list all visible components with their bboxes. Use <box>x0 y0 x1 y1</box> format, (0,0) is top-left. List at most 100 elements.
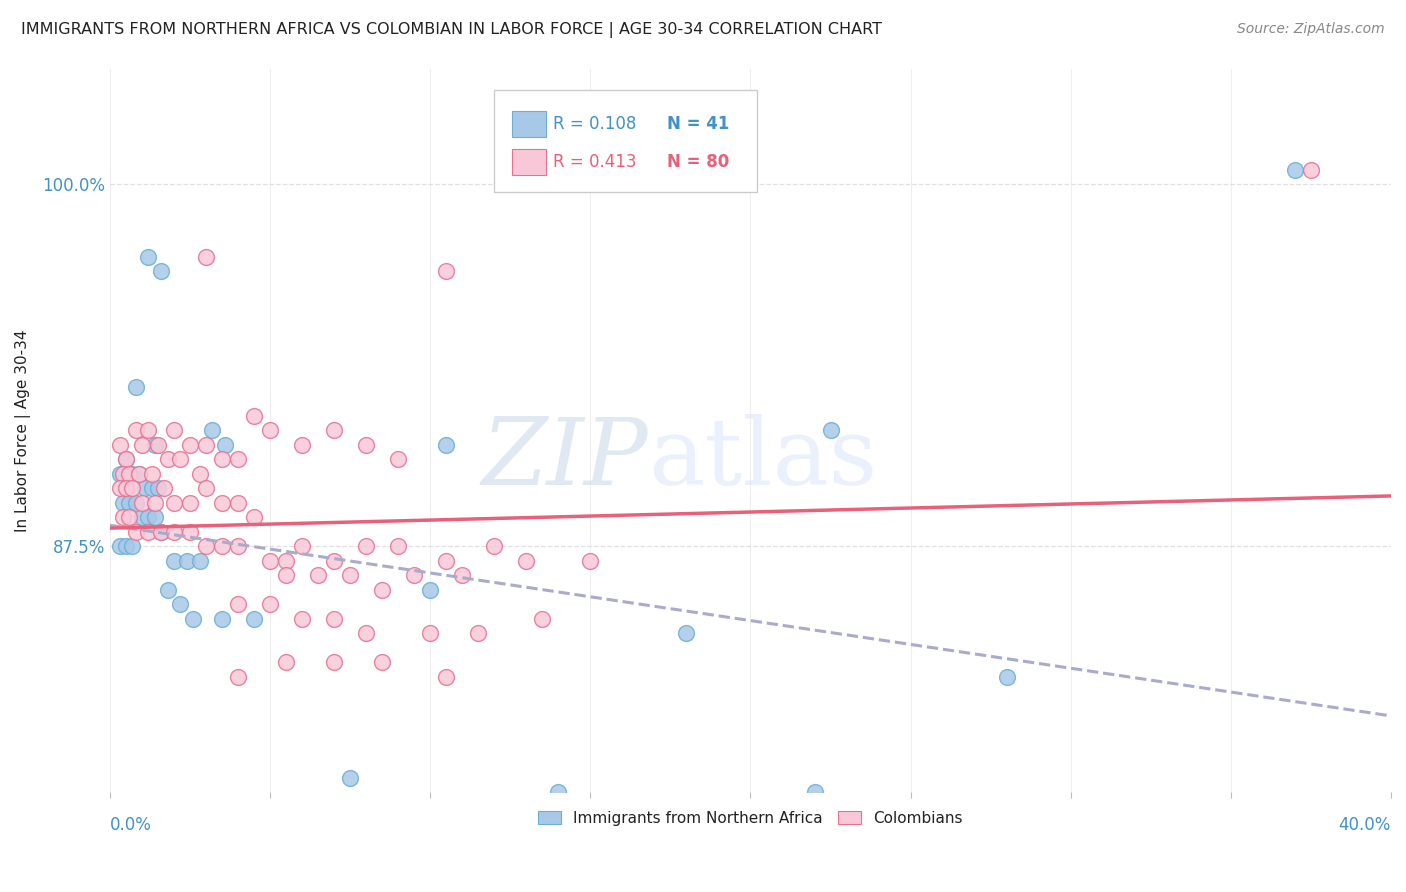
Point <box>150 524 173 539</box>
Point <box>138 424 160 438</box>
Point <box>226 539 249 553</box>
Point <box>111 467 134 481</box>
Point <box>111 510 134 524</box>
Y-axis label: In Labor Force | Age 30-34: In Labor Force | Age 30-34 <box>15 329 31 532</box>
Point <box>121 539 143 553</box>
Point <box>181 612 204 626</box>
Point <box>131 496 153 510</box>
Point <box>124 524 146 539</box>
Point <box>323 424 346 438</box>
Point <box>226 670 249 684</box>
Point <box>995 670 1018 684</box>
Point <box>138 524 160 539</box>
Point <box>404 568 426 582</box>
Point <box>163 524 186 539</box>
Point <box>547 785 569 799</box>
Point <box>131 510 153 524</box>
Point <box>243 612 266 626</box>
Point <box>108 467 131 481</box>
Point <box>163 496 186 510</box>
Point <box>243 510 266 524</box>
Point <box>579 554 602 568</box>
Point <box>291 438 314 452</box>
Point <box>259 597 281 611</box>
Text: atlas: atlas <box>648 415 877 505</box>
Point <box>143 510 166 524</box>
Point <box>339 568 361 582</box>
Point <box>274 554 297 568</box>
Point <box>124 496 146 510</box>
Point <box>434 554 457 568</box>
Point <box>115 482 138 496</box>
Point <box>146 482 169 496</box>
Point <box>211 612 233 626</box>
Point <box>118 496 141 510</box>
Text: N = 80: N = 80 <box>668 153 730 171</box>
Point <box>115 452 138 467</box>
Point <box>259 554 281 568</box>
Point <box>150 264 173 278</box>
Point <box>307 568 329 582</box>
Text: 40.0%: 40.0% <box>1339 815 1391 834</box>
FancyBboxPatch shape <box>512 111 546 136</box>
Text: N = 41: N = 41 <box>668 114 730 133</box>
Point <box>195 250 218 264</box>
Point <box>371 655 394 669</box>
FancyBboxPatch shape <box>495 90 756 192</box>
Point <box>141 467 163 481</box>
Point <box>820 424 842 438</box>
Point <box>323 554 346 568</box>
FancyBboxPatch shape <box>512 149 546 175</box>
Point <box>138 510 160 524</box>
Point <box>515 554 537 568</box>
Point <box>141 482 163 496</box>
Point <box>371 582 394 597</box>
Point <box>274 568 297 582</box>
Point <box>179 496 201 510</box>
Point <box>1284 162 1306 177</box>
Point <box>226 496 249 510</box>
Point <box>434 438 457 452</box>
Point <box>163 554 186 568</box>
Text: R = 0.413: R = 0.413 <box>553 153 637 171</box>
Point <box>339 771 361 785</box>
Text: 0.0%: 0.0% <box>110 815 152 834</box>
Point <box>153 482 176 496</box>
Point <box>201 424 224 438</box>
Point <box>128 467 150 481</box>
Point <box>211 452 233 467</box>
Point <box>243 409 266 423</box>
Point <box>434 264 457 278</box>
Point <box>121 467 143 481</box>
Point <box>143 496 166 510</box>
Point <box>146 438 169 452</box>
Point <box>115 452 138 467</box>
Text: R = 0.108: R = 0.108 <box>553 114 637 133</box>
Point <box>118 510 141 524</box>
Point <box>156 582 179 597</box>
Point <box>150 524 173 539</box>
Point <box>176 554 198 568</box>
Text: Source: ZipAtlas.com: Source: ZipAtlas.com <box>1237 22 1385 37</box>
Point <box>124 380 146 394</box>
Point <box>143 438 166 452</box>
Point <box>531 612 554 626</box>
Point <box>226 597 249 611</box>
Point <box>274 655 297 669</box>
Point <box>163 424 186 438</box>
Point <box>434 670 457 684</box>
Point <box>675 626 697 640</box>
Point <box>387 539 409 553</box>
Point <box>195 438 218 452</box>
Point <box>138 250 160 264</box>
Point <box>1299 162 1322 177</box>
Point <box>179 438 201 452</box>
Point <box>323 655 346 669</box>
Point <box>387 452 409 467</box>
Point <box>419 626 441 640</box>
Point <box>354 438 377 452</box>
Point <box>124 424 146 438</box>
Point <box>354 539 377 553</box>
Point <box>108 438 131 452</box>
Point <box>195 539 218 553</box>
